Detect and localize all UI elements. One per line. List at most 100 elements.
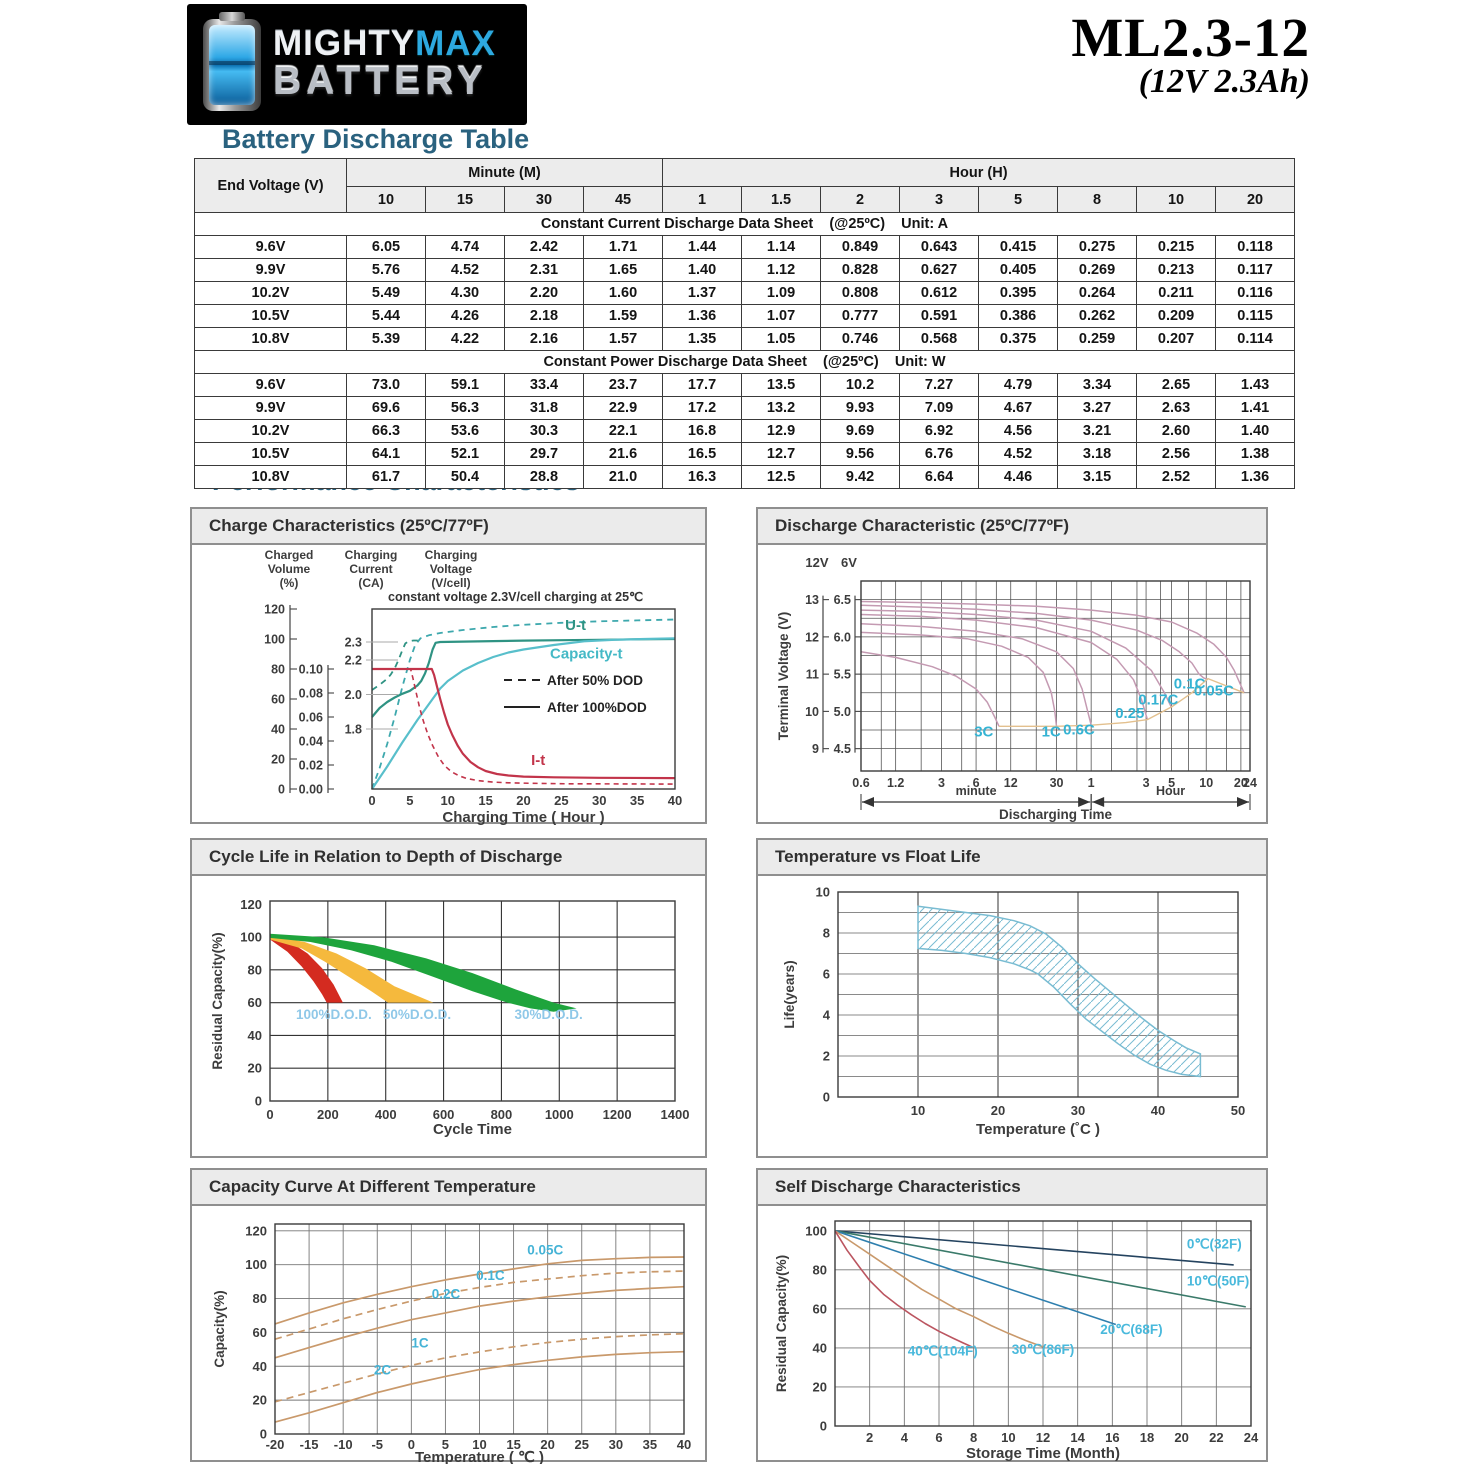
value-cell: 0.114 bbox=[1215, 327, 1296, 351]
table-col-header: 45 bbox=[582, 186, 664, 213]
value-cell: 56.3 bbox=[425, 396, 505, 420]
panel-charge-characteristics: Charge Characteristics (25ºC/77ºF) 0 5 10 1… bbox=[190, 507, 707, 826]
table-group-hour: Hour (H) bbox=[662, 158, 1296, 187]
end-voltage-cell: 10.2V bbox=[194, 419, 347, 443]
brand-word-mighty: MIGHTY bbox=[273, 23, 416, 63]
value-cell: 0.612 bbox=[899, 281, 980, 305]
svg-text:25: 25 bbox=[575, 1437, 589, 1452]
value-cell: 2.18 bbox=[504, 304, 584, 328]
table-row: 10.5V 64.1 52.1 29.7 21.6 16.5 12.7 9.56 6.76 4.5… bbox=[194, 442, 1296, 466]
svg-text:1200: 1200 bbox=[603, 1107, 632, 1122]
value-cell: 1.44 bbox=[662, 235, 743, 259]
table-row: 10.8V 5.39 4.22 2.16 1.57 1.35 1.05 0.746 0.568 0… bbox=[194, 327, 1296, 351]
svg-text:Charging: Charging bbox=[345, 548, 398, 562]
svg-text:16: 16 bbox=[1105, 1430, 1119, 1445]
table-col-header: 20 bbox=[1215, 186, 1296, 213]
svg-text:4: 4 bbox=[823, 1008, 831, 1023]
value-cell: 1.09 bbox=[741, 281, 822, 305]
value-cell: 5.76 bbox=[346, 258, 426, 282]
end-voltage-cell: 10.8V bbox=[194, 327, 347, 351]
svg-text:0: 0 bbox=[820, 1419, 827, 1434]
brand-name: MIGHTYMAX BATTERY bbox=[273, 23, 496, 104]
panel-capacity-curve: Capacity Curve At Different Temperature … bbox=[190, 1168, 707, 1464]
svg-text:Charging Time ( Hour ): Charging Time ( Hour ) bbox=[442, 809, 604, 826]
value-cell: 1.41 bbox=[1215, 396, 1296, 420]
svg-text:15: 15 bbox=[478, 793, 492, 808]
svg-text:6.0: 6.0 bbox=[834, 630, 851, 644]
svg-text:1: 1 bbox=[1088, 776, 1095, 790]
value-cell: 10.2 bbox=[820, 373, 901, 397]
svg-text:800: 800 bbox=[491, 1107, 513, 1122]
svg-text:2: 2 bbox=[866, 1430, 873, 1445]
value-cell: 6.76 bbox=[899, 442, 980, 466]
brand-line1: MIGHTYMAX bbox=[273, 23, 496, 63]
value-cell: 21.6 bbox=[582, 442, 664, 466]
svg-text:5.5: 5.5 bbox=[834, 668, 851, 682]
svg-text:0: 0 bbox=[278, 783, 285, 797]
svg-text:40: 40 bbox=[1151, 1103, 1165, 1118]
value-cell: 69.6 bbox=[346, 396, 426, 420]
value-cell: 28.8 bbox=[504, 465, 584, 489]
value-cell: 23.7 bbox=[582, 373, 664, 397]
svg-text:1.2: 1.2 bbox=[887, 776, 904, 790]
value-cell: 3.18 bbox=[1057, 442, 1138, 466]
value-cell: 0.117 bbox=[1215, 258, 1296, 282]
svg-text:80: 80 bbox=[271, 663, 285, 677]
end-voltage-cell: 10.5V bbox=[194, 304, 347, 328]
svg-text:U-t: U-t bbox=[565, 617, 586, 634]
end-voltage-cell: 10.5V bbox=[194, 442, 347, 466]
svg-text:6.5: 6.5 bbox=[834, 593, 851, 607]
model-number: ML2.3-12 bbox=[1071, 7, 1310, 68]
svg-text:2.0: 2.0 bbox=[345, 688, 362, 702]
value-cell: 3.15 bbox=[1057, 465, 1138, 489]
svg-text:40: 40 bbox=[248, 1028, 262, 1043]
svg-text:Hour: Hour bbox=[1156, 784, 1185, 798]
value-cell: 0.568 bbox=[899, 327, 980, 351]
svg-text:Cycle Time: Cycle Time bbox=[433, 1121, 512, 1138]
svg-text:minute: minute bbox=[956, 784, 997, 798]
svg-text:Residual Capacity(%): Residual Capacity(%) bbox=[210, 932, 225, 1069]
table-row: 9.6V 6.05 4.74 2.42 1.71 1.44 1.14 0.849 0.643 0.… bbox=[194, 235, 1296, 259]
table-row: 10.5V 5.44 4.26 2.18 1.59 1.36 1.07 0.777 0.591 0… bbox=[194, 304, 1296, 328]
value-cell: 6.64 bbox=[899, 465, 980, 489]
end-voltage-cell: 10.8V bbox=[194, 465, 347, 489]
table-col-header: 3 bbox=[899, 186, 980, 213]
value-cell: 0.828 bbox=[820, 258, 901, 282]
value-cell: 29.7 bbox=[504, 442, 584, 466]
svg-text:100: 100 bbox=[245, 1257, 267, 1272]
value-cell: 3.34 bbox=[1057, 373, 1138, 397]
value-cell: 16.5 bbox=[662, 442, 743, 466]
panel-self-discharge: Self Discharge Characteristics 2 4 6 8 10 12 1… bbox=[756, 1168, 1268, 1462]
value-cell: 2.56 bbox=[1136, 442, 1217, 466]
end-voltage-cell: 10.2V bbox=[194, 281, 347, 305]
table-section-label: Constant Power Discharge Data Sheet (@25… bbox=[193, 350, 1296, 374]
value-cell: 9.93 bbox=[820, 396, 901, 420]
svg-text:0.1C: 0.1C bbox=[476, 1268, 505, 1283]
value-cell: 4.56 bbox=[978, 419, 1059, 443]
value-cell: 13.5 bbox=[741, 373, 822, 397]
svg-text:4.5: 4.5 bbox=[834, 742, 851, 756]
value-cell: 7.27 bbox=[899, 373, 980, 397]
svg-text:0.05C: 0.05C bbox=[1194, 683, 1234, 700]
value-cell: 5.39 bbox=[346, 327, 426, 351]
value-cell: 1.65 bbox=[582, 258, 664, 282]
value-cell: 17.2 bbox=[662, 396, 743, 420]
table-row: 9.9V 5.76 4.52 2.31 1.65 1.40 1.12 0.828 0.627 0.… bbox=[194, 258, 1296, 282]
value-cell: 1.12 bbox=[741, 258, 822, 282]
value-cell: 2.20 bbox=[504, 281, 584, 305]
value-cell: 2.65 bbox=[1136, 373, 1217, 397]
svg-text:20: 20 bbox=[1234, 776, 1248, 790]
svg-text:1.8: 1.8 bbox=[345, 723, 362, 737]
svg-text:8: 8 bbox=[970, 1430, 977, 1445]
svg-text:6: 6 bbox=[935, 1430, 942, 1445]
svg-text:Terminal Voltage (V): Terminal Voltage (V) bbox=[776, 612, 791, 741]
value-cell: 6.92 bbox=[899, 419, 980, 443]
value-cell: 4.30 bbox=[425, 281, 505, 305]
value-cell: 0.115 bbox=[1215, 304, 1296, 328]
svg-text:30: 30 bbox=[1050, 776, 1064, 790]
table-section-label: Constant Current Discharge Data Sheet (@… bbox=[193, 212, 1296, 236]
svg-text:40: 40 bbox=[668, 793, 682, 808]
value-cell: 1.57 bbox=[582, 327, 664, 351]
svg-text:24: 24 bbox=[1244, 1430, 1259, 1445]
brand-word-max: MAX bbox=[415, 23, 496, 63]
